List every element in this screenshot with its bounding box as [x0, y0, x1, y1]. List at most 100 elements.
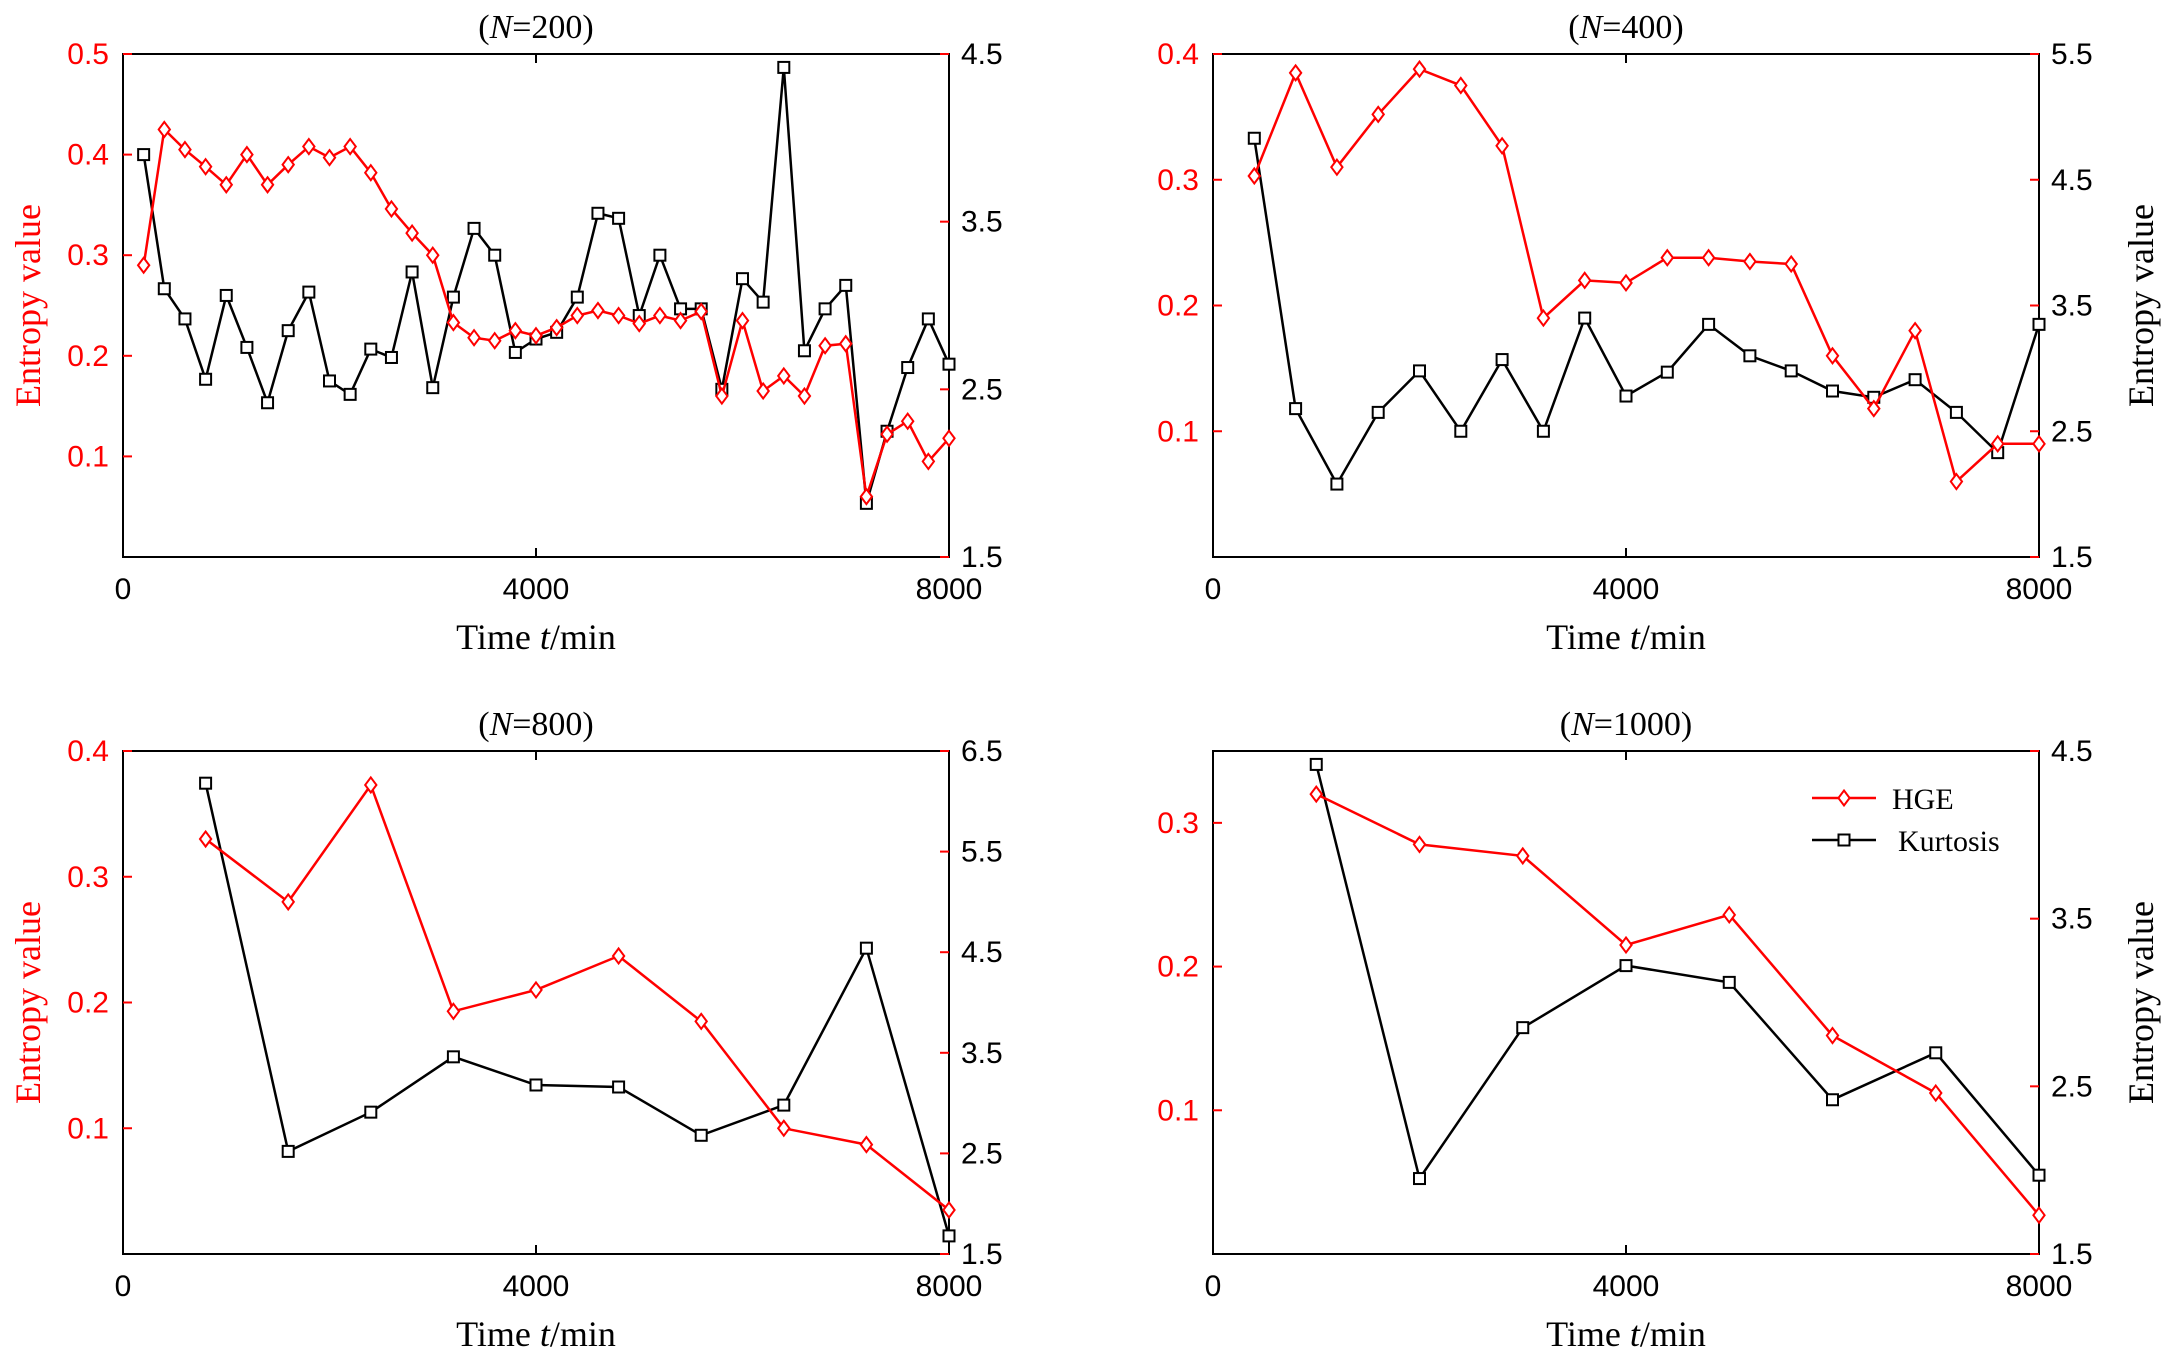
data-point-kurtosis — [1702, 317, 1716, 331]
data-point-hge — [549, 318, 564, 337]
data-point-kurtosis — [777, 1098, 791, 1112]
data-point-kurtosis — [219, 288, 233, 302]
data-point-hge — [157, 120, 172, 139]
data-point-kurtosis — [1495, 353, 1509, 367]
data-point-hge — [281, 155, 296, 174]
y-right-tick-label: 1.5 — [961, 1238, 1003, 1271]
y-right-tick-label: 1.5 — [961, 541, 1003, 574]
data-point-kurtosis — [261, 396, 275, 410]
chart-title-italic: N — [1579, 9, 1605, 46]
data-point-hge — [673, 311, 688, 330]
data-point-hge — [1288, 63, 1303, 83]
chart-title-italic: N — [1570, 706, 1596, 743]
x-axis-label-italic: t — [540, 1314, 551, 1354]
x-tick-label: 8000 — [2006, 1270, 2073, 1303]
y-right-tick-label: 1.5 — [2051, 1238, 2093, 1271]
y-left-tick-label: 0.4 — [1157, 38, 1199, 71]
data-point-kurtosis — [240, 340, 254, 354]
data-point-kurtosis — [1289, 402, 1303, 416]
x-axis-label-italic: t — [1630, 617, 1641, 657]
chart-title-italic: N — [489, 706, 515, 743]
data-point-kurtosis — [859, 941, 873, 955]
x-axis-label-italic: t — [540, 617, 551, 657]
legend-marker-hge — [1837, 788, 1851, 808]
series-line-kurtosis — [142, 67, 951, 504]
y-right-tick-label: 4.5 — [961, 38, 1003, 71]
chart-title: (N=200) — [478, 9, 594, 46]
y-right-tick-label: 3.5 — [961, 206, 1003, 239]
y-right-axis-label: Entropy value — [2121, 204, 2161, 407]
data-point-hge — [198, 829, 213, 849]
data-point-hge — [880, 425, 894, 444]
data-point-hge — [591, 301, 605, 320]
data-point-hge — [178, 140, 192, 159]
data-point-hge — [611, 946, 626, 966]
x-tick-label: 8000 — [916, 1270, 983, 1303]
data-point-kurtosis — [364, 1105, 378, 1119]
data-point-hge — [446, 313, 461, 332]
data-point-kurtosis — [1247, 131, 1261, 145]
x-tick-label: 4000 — [503, 573, 570, 606]
data-point-hge — [1309, 784, 1324, 804]
data-point-hge — [1515, 846, 1530, 866]
data-point-kurtosis — [1578, 311, 1592, 325]
chart-title: (N=400) — [1568, 9, 1684, 46]
data-point-kurtosis — [1516, 1021, 1530, 1035]
chart-title-suffix: =200) — [512, 9, 594, 46]
data-point-hge — [1619, 273, 1633, 293]
y-right-tick-label: 3.5 — [2051, 290, 2093, 323]
data-point-hge — [1619, 935, 1633, 955]
data-point-hge — [446, 1002, 461, 1021]
data-point-hge — [942, 429, 956, 448]
y-right-tick-label: 6.5 — [961, 735, 1003, 768]
data-point-hge — [1577, 271, 1592, 290]
chart-title: (N=800) — [478, 706, 594, 743]
data-point-kurtosis — [1826, 384, 1839, 398]
x-tick-label: 4000 — [503, 1270, 570, 1303]
x-axis-label-italic: t — [1630, 1314, 1641, 1354]
chart-title-prefix: ( — [478, 9, 489, 46]
data-point-hge — [281, 892, 296, 912]
data-point-kurtosis — [921, 312, 935, 326]
data-point-hge — [900, 412, 915, 431]
data-point-hge — [611, 306, 626, 325]
data-point-hge — [1722, 905, 1737, 925]
data-point-kurtosis — [364, 342, 378, 356]
data-point-kurtosis — [1949, 405, 1963, 419]
data-point-kurtosis — [343, 387, 357, 401]
data-point-kurtosis — [1619, 389, 1633, 403]
y-right-tick-label: 2.5 — [2051, 1070, 2093, 1103]
y-left-tick-label: 0.2 — [67, 340, 109, 373]
data-point-hge — [260, 175, 275, 194]
data-point-kurtosis — [756, 295, 770, 309]
data-point-hge — [776, 366, 791, 386]
data-point-kurtosis — [694, 1128, 708, 1142]
data-point-kurtosis — [1743, 349, 1757, 363]
data-point-hge — [921, 452, 936, 471]
y-right-tick-label: 1.5 — [2051, 541, 2093, 574]
data-point-kurtosis — [281, 324, 295, 338]
series-line-hge — [1315, 792, 2040, 1217]
data-point-kurtosis — [1929, 1046, 1943, 1060]
data-point-kurtosis — [1660, 365, 1674, 379]
y-left-tick-label: 0.1 — [67, 1112, 109, 1145]
data-point-kurtosis — [488, 248, 502, 262]
data-point-hge — [714, 386, 729, 406]
x-axis-label-post: /min — [550, 1314, 616, 1354]
y-left-tick-label: 0.4 — [67, 735, 109, 768]
data-point-kurtosis — [1309, 757, 1323, 771]
data-point-kurtosis — [281, 1144, 295, 1158]
data-point-kurtosis — [405, 265, 419, 279]
x-tick-label: 0 — [115, 573, 132, 606]
data-point-hge — [136, 256, 151, 275]
data-point-hge — [1660, 248, 1675, 267]
x-axis-label: Time t/min — [456, 1314, 616, 1354]
y-left-tick-label: 0.3 — [1157, 164, 1199, 197]
data-point-kurtosis — [736, 272, 749, 286]
data-point-hge — [198, 157, 213, 176]
data-point-hge — [363, 775, 378, 795]
data-point-hge — [508, 321, 523, 340]
data-point-hge — [240, 145, 254, 164]
y-right-tick-label: 5.5 — [961, 836, 1003, 869]
